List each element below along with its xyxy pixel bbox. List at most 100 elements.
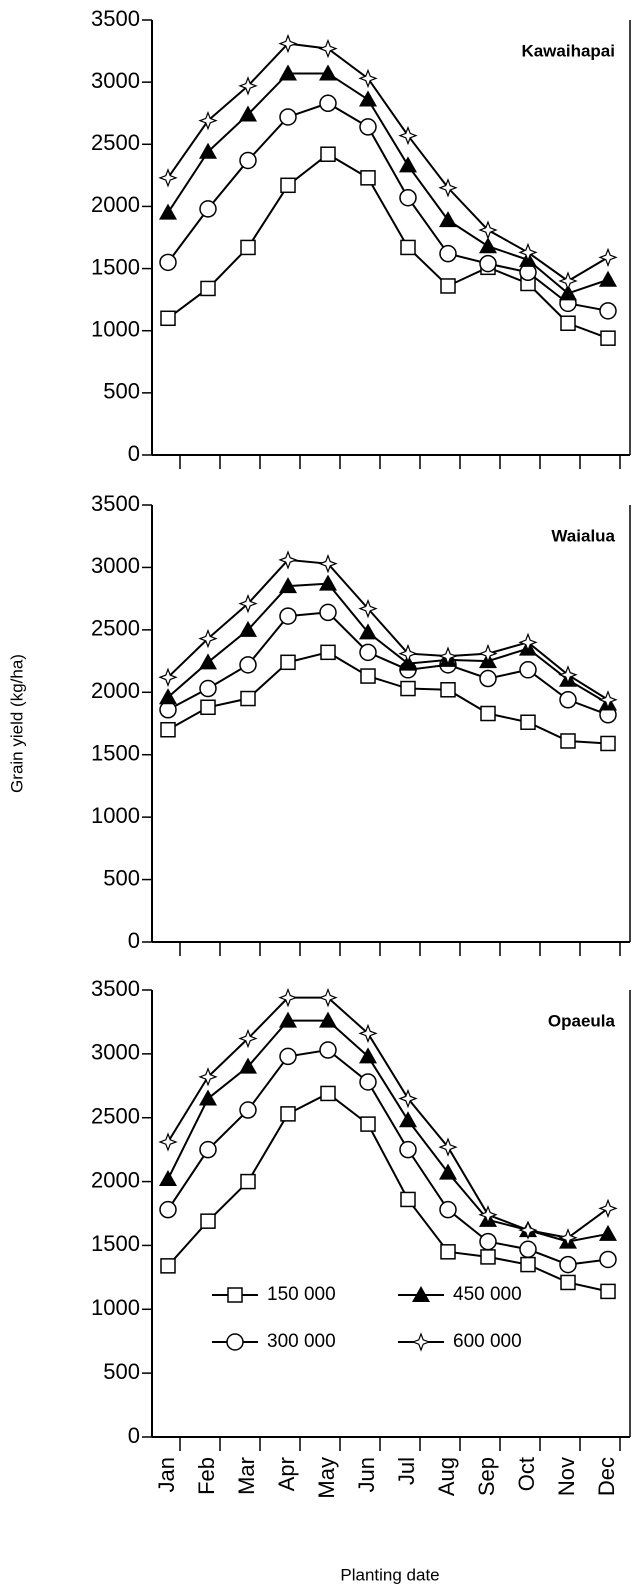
x-tick-label: Apr [274,1457,299,1491]
x-tick-label: Nov [554,1457,579,1496]
legend-marker [411,1332,431,1352]
data-point [479,254,497,273]
y-tick-label: 2500 [91,1104,140,1129]
data-point [280,654,296,671]
data-point [358,598,378,619]
series-line [167,651,609,745]
data-point [200,1213,216,1229]
data-point [599,302,617,320]
data-point [278,987,298,1008]
data-point [279,577,297,594]
data-point [319,64,337,81]
legend-label: 600 000 [453,1331,522,1352]
data-point [600,735,616,752]
x-tick-label: Jun [354,1457,379,1492]
data-point [359,118,377,136]
series-line [167,42,609,283]
data-point [280,177,296,194]
y-tick-label: 1000 [91,1295,140,1320]
y-tick-label: 3000 [91,68,140,93]
x-tick-label: May [314,1457,339,1499]
data-point [278,550,298,570]
data-point [478,643,498,664]
y-tick-label: 3000 [91,1040,140,1065]
data-point [400,1191,416,1208]
data-point [559,1255,577,1274]
y-tick-label: 2000 [91,678,140,703]
data-point [600,1283,616,1300]
data-point [279,64,297,81]
data-point [520,1256,536,1273]
data-point [599,1224,617,1241]
data-point [238,593,258,614]
series-line [167,1019,609,1243]
data-point [599,270,617,287]
data-point [318,553,338,574]
data-point [440,1244,456,1260]
data-point [360,170,376,186]
data-point [319,574,337,591]
data-point [399,188,417,207]
data-point [399,1111,417,1128]
data-point [398,125,418,146]
data-point [279,1011,297,1028]
y-axis-label: Grain yield (kg/ha) [7,654,26,793]
data-point [438,646,458,666]
data-point [279,108,297,126]
legend-marker [227,1287,243,1303]
data-point [439,1200,457,1219]
data-point [479,237,497,254]
data-point [439,1163,457,1180]
data-point [479,1232,497,1251]
data-point [359,1073,377,1091]
data-point [439,211,457,228]
panel-title: Kawaihapai [521,41,615,60]
data-point [279,607,297,625]
data-point [518,242,538,263]
data-point [160,310,176,327]
data-point [358,1023,378,1044]
data-point [318,987,338,1008]
data-point [359,1047,377,1064]
data-point [198,628,218,649]
x-axis-label: Planting date [340,1565,439,1584]
y-tick-label: 2000 [91,1167,140,1192]
data-point [200,699,216,716]
data-point [518,1220,538,1240]
x-tick-label: Jan [154,1457,179,1492]
data-point [559,691,577,709]
y-tick-label: 1000 [91,317,140,342]
series-line [167,153,609,340]
data-point [319,1011,337,1028]
x-tick-label: Sep [474,1457,499,1496]
data-point [600,330,616,346]
series-line [167,611,609,716]
data-point [480,1249,496,1265]
data-point [598,1198,618,1219]
data-point [598,690,618,710]
data-point [400,680,416,697]
data-point [199,200,217,218]
data-point [480,705,496,722]
data-point [399,156,417,173]
data-point [239,1057,257,1074]
data-point [558,1228,578,1248]
data-point [239,620,257,637]
y-tick-label: 2000 [91,192,140,217]
y-tick-label: 3500 [91,491,140,516]
y-tick-label: 1000 [91,803,140,828]
data-point [559,284,577,301]
x-tick-label: Aug [434,1457,459,1496]
data-point [320,1085,336,1102]
data-point [199,653,217,670]
y-tick-label: 1500 [91,1231,140,1256]
data-point [319,1041,337,1059]
data-point [358,68,378,89]
y-tick-label: 500 [103,379,140,404]
y-tick-label: 1500 [91,741,140,766]
y-tick-label: 2500 [91,616,140,641]
y-tick-label: 2500 [91,130,140,155]
legend-label: 300 000 [267,1331,336,1352]
data-point [558,271,578,291]
data-point [158,168,178,188]
